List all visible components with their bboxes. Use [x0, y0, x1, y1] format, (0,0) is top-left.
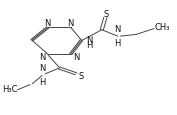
Text: N: N	[45, 19, 51, 28]
Text: H: H	[114, 39, 120, 48]
Text: S: S	[104, 10, 109, 19]
Text: N: N	[39, 53, 45, 62]
Text: CH₃: CH₃	[154, 23, 170, 32]
Text: N: N	[73, 53, 80, 62]
Text: N: N	[68, 19, 74, 28]
Text: S: S	[79, 71, 84, 80]
Text: N: N	[114, 25, 120, 34]
Text: H₃C: H₃C	[2, 85, 18, 94]
Text: N: N	[86, 35, 92, 44]
Text: H: H	[39, 77, 46, 86]
Text: N: N	[39, 63, 46, 72]
Text: H: H	[86, 41, 92, 50]
